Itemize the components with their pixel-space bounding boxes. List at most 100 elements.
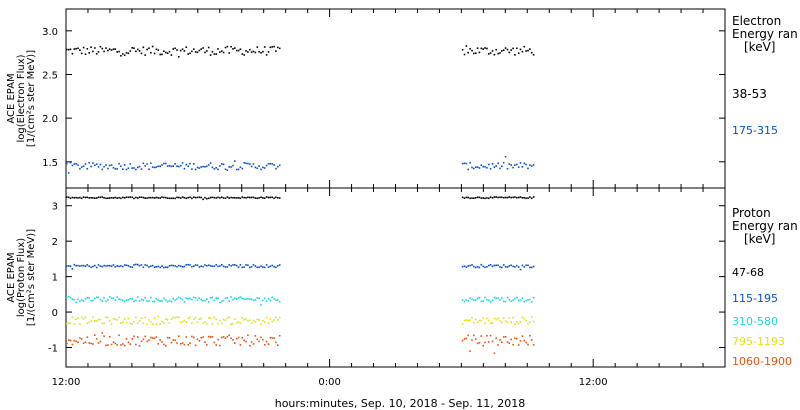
data-point xyxy=(252,50,255,53)
data-point xyxy=(71,52,74,55)
data-point xyxy=(502,49,505,51)
data-point xyxy=(461,265,464,268)
data-point xyxy=(137,48,139,51)
data-point xyxy=(463,265,466,267)
data-point xyxy=(187,317,189,320)
data-point xyxy=(142,322,145,325)
data-point xyxy=(486,317,488,320)
data-point xyxy=(254,299,257,301)
data-point xyxy=(99,196,102,199)
x-tick-label: 0:00 xyxy=(318,377,340,388)
data-point xyxy=(476,342,479,345)
data-point xyxy=(463,338,466,340)
data-point xyxy=(514,164,516,166)
data-point xyxy=(495,318,497,321)
data-point xyxy=(265,54,268,56)
data-point xyxy=(86,196,89,199)
data-point xyxy=(146,323,148,325)
x-tick-label: 12:00 xyxy=(52,377,81,388)
data-point xyxy=(471,197,473,199)
data-point xyxy=(243,54,245,56)
data-point xyxy=(183,196,186,199)
data-point xyxy=(92,265,94,268)
data-point xyxy=(254,335,257,337)
data-point xyxy=(138,320,141,322)
data-point xyxy=(529,321,531,323)
data-point xyxy=(209,54,212,56)
data-point xyxy=(99,340,102,343)
data-point xyxy=(234,160,236,162)
data-point xyxy=(191,168,193,170)
data-point xyxy=(153,197,156,199)
data-point xyxy=(508,196,511,198)
data-point xyxy=(463,197,466,199)
data-point xyxy=(140,196,143,198)
data-point xyxy=(191,298,193,301)
data-point xyxy=(170,165,173,168)
data-point xyxy=(258,50,260,53)
data-point xyxy=(178,335,180,337)
y-tick-label: 3 xyxy=(52,202,58,213)
data-point xyxy=(110,49,113,51)
data-point xyxy=(127,196,130,199)
data-point xyxy=(92,316,94,318)
data-point xyxy=(101,322,104,325)
data-point xyxy=(176,298,178,300)
data-point xyxy=(249,344,251,347)
data-point xyxy=(82,300,85,302)
data-point xyxy=(151,264,154,267)
data-point xyxy=(82,165,85,167)
data-point xyxy=(493,166,496,169)
data-point xyxy=(480,335,483,337)
data-point xyxy=(228,52,230,54)
data-point xyxy=(482,300,484,302)
data-point xyxy=(146,163,148,165)
data-point xyxy=(129,163,132,165)
data-point xyxy=(473,322,475,324)
data-point xyxy=(499,52,501,54)
data-point xyxy=(108,164,111,167)
data-point xyxy=(230,323,232,325)
data-point xyxy=(514,196,516,198)
data-point xyxy=(151,45,154,48)
data-point xyxy=(97,166,100,168)
data-point xyxy=(480,319,483,322)
data-point xyxy=(114,48,117,50)
data-point xyxy=(501,321,503,324)
data-point xyxy=(185,163,188,166)
data-point xyxy=(108,48,111,50)
data-point xyxy=(219,51,221,53)
data-point xyxy=(256,318,259,321)
data-point xyxy=(73,339,76,342)
data-point xyxy=(237,197,240,199)
data-point xyxy=(110,297,113,299)
data-point xyxy=(221,300,223,303)
data-point xyxy=(125,168,128,171)
data-point xyxy=(166,165,169,167)
data-point xyxy=(222,318,225,321)
data-point xyxy=(469,264,471,267)
data-point xyxy=(137,322,139,324)
data-point xyxy=(144,54,146,56)
data-point xyxy=(252,299,255,302)
data-point xyxy=(271,264,273,267)
data-point xyxy=(120,197,122,200)
data-point xyxy=(200,336,202,339)
legend-title: Electron xyxy=(732,14,781,28)
data-point xyxy=(254,320,257,323)
data-point xyxy=(465,337,468,340)
data-point xyxy=(228,197,230,199)
data-point xyxy=(262,320,264,322)
data-point xyxy=(517,196,520,199)
data-point xyxy=(118,162,120,165)
data-point xyxy=(215,167,217,169)
data-point xyxy=(495,264,497,267)
data-point xyxy=(66,48,68,51)
data-point xyxy=(476,297,479,300)
data-point xyxy=(92,50,94,53)
data-point xyxy=(163,343,165,346)
data-point xyxy=(67,295,70,298)
data-point xyxy=(465,319,468,321)
data-point xyxy=(516,163,518,166)
data-point xyxy=(191,197,193,200)
